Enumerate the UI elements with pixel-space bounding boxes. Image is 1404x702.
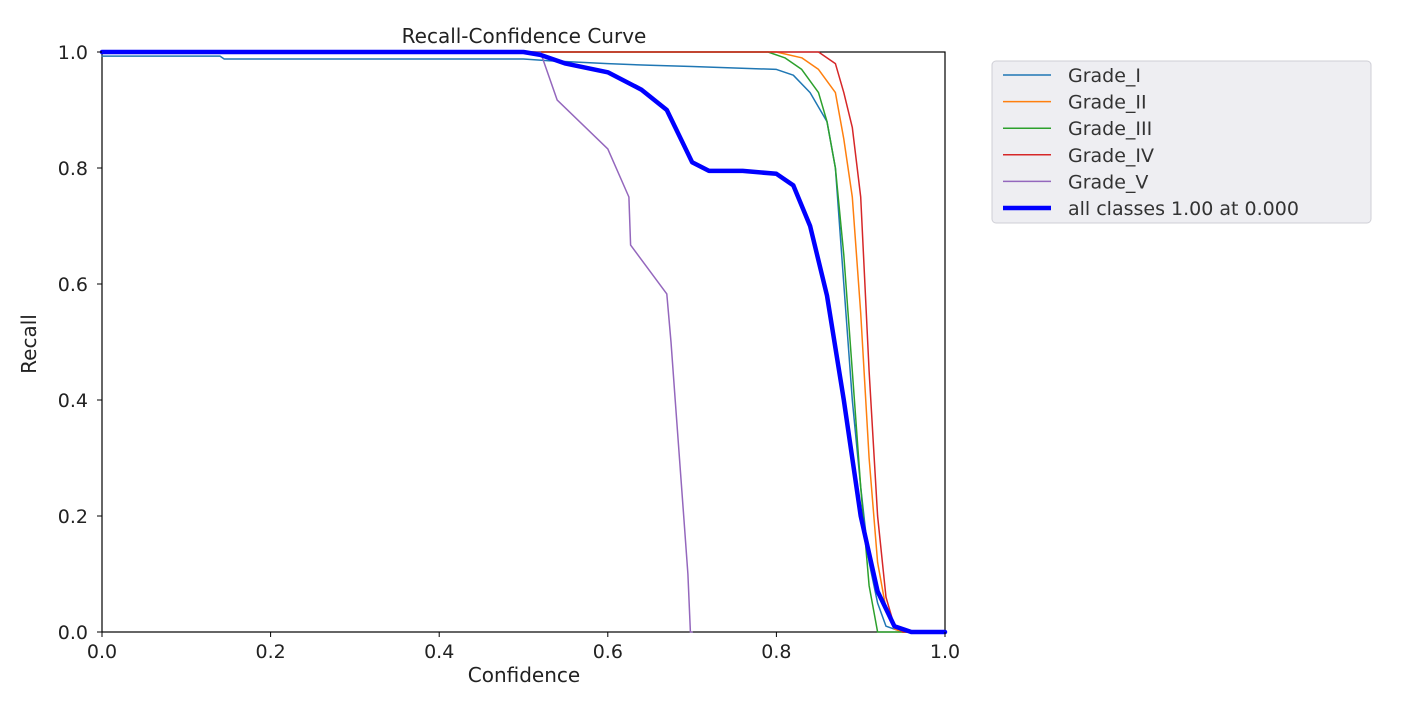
y-tick-label: 1.0 bbox=[58, 42, 88, 64]
y-axis-title: Recall bbox=[17, 314, 41, 374]
legend-items: Grade_I Grade_II Grade_III Grade_IV Grade_Va… bbox=[1003, 65, 1299, 220]
plot-lines bbox=[99, 49, 948, 635]
series-line-grade-i bbox=[101, 55, 946, 633]
legend-label: Grade_V bbox=[1068, 171, 1148, 193]
x-axis-title: Confidence bbox=[468, 663, 580, 687]
y-tick-label: 0.8 bbox=[58, 158, 88, 180]
series-line-all-classes-1-00-at-0-000 bbox=[99, 49, 948, 635]
x-axis-ticks: 0.0 0.2 0.4 0.6 0.8 1.0 bbox=[87, 632, 960, 663]
legend-box bbox=[991, 60, 1372, 224]
series-line-grade-iii bbox=[101, 51, 946, 633]
x-tick-label: 0.2 bbox=[255, 641, 285, 663]
y-tick-label: 0.6 bbox=[58, 274, 88, 296]
y-tick-label: 0.2 bbox=[58, 506, 88, 528]
chart-title: Recall-Confidence Curve bbox=[402, 24, 647, 48]
legend-label: Grade_III bbox=[1068, 118, 1152, 140]
legend-label: Grade_IV bbox=[1068, 145, 1154, 167]
y-tick-label: 0.0 bbox=[58, 622, 88, 644]
y-tick-label: 0.4 bbox=[58, 390, 88, 412]
legend-label: all classes 1.00 at 0.000 bbox=[1068, 198, 1299, 220]
y-axis-ticks: 0.0 0.2 0.4 0.6 0.8 1.0 bbox=[58, 42, 102, 644]
x-tick-label: 1.0 bbox=[930, 641, 960, 663]
x-tick-label: 0.6 bbox=[593, 641, 623, 663]
legend: Grade_I Grade_II Grade_III Grade_IV Grade_Va… bbox=[991, 60, 1372, 224]
plot-area bbox=[101, 51, 946, 633]
legend-label: Grade_I bbox=[1068, 65, 1141, 87]
legend-label: Grade_II bbox=[1068, 92, 1147, 114]
series-line-grade-v bbox=[101, 51, 693, 633]
x-tick-label: 0.4 bbox=[424, 641, 454, 663]
x-tick-label: 0.8 bbox=[761, 641, 791, 663]
x-tick-label: 0.0 bbox=[87, 641, 117, 663]
